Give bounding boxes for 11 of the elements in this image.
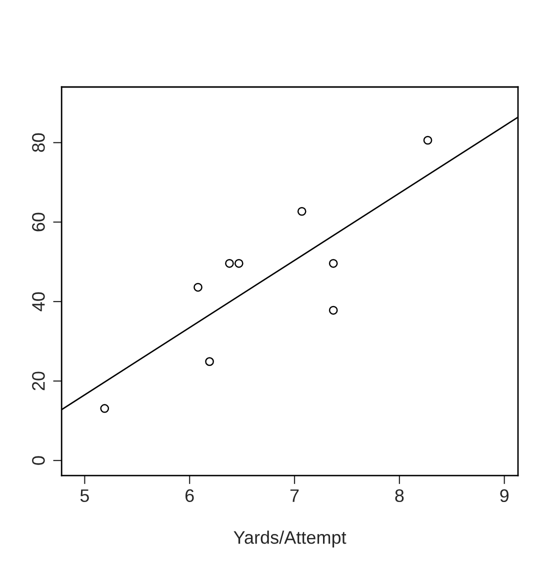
x-tick-label: 5 [80,489,89,502]
x-tick-label: 9 [500,489,509,502]
y-tick-label: 20 [32,372,45,390]
y-tick-label: 60 [32,212,45,232]
y-tick-label: 0 [32,456,45,465]
y-tick-label: 80 [32,133,45,152]
x-tick-label: 7 [290,489,299,502]
x-axis-title: Yards/Attempt [234,530,346,548]
y-tick-label: 40 [32,292,45,312]
x-tick-label: 6 [186,489,194,502]
x-tick-label: 8 [395,489,404,502]
